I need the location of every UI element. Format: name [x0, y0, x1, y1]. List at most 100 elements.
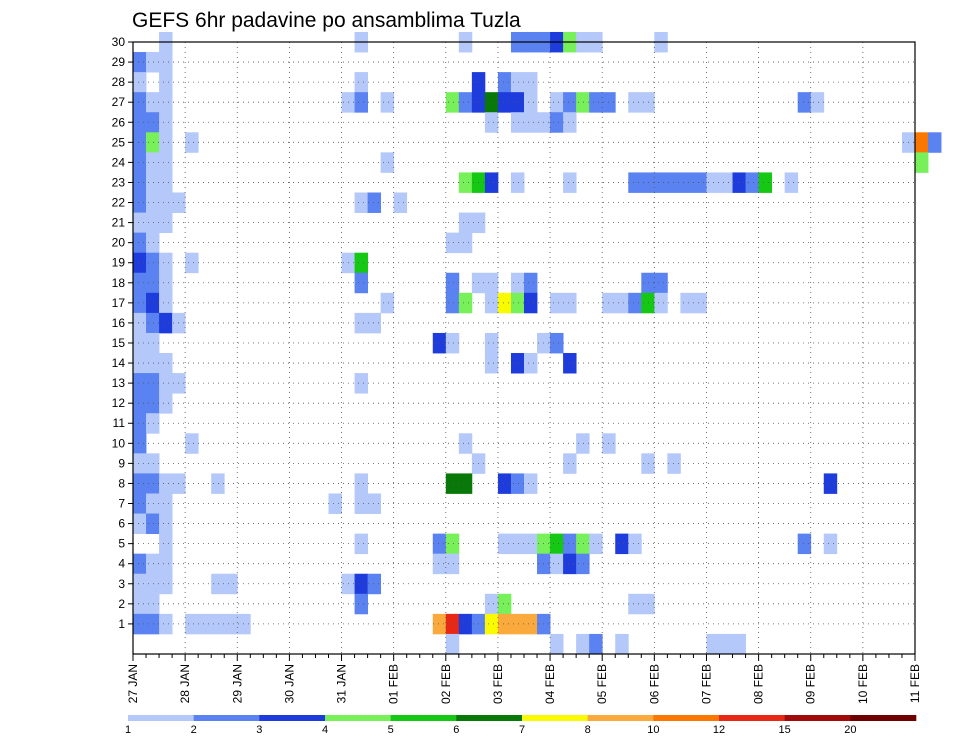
colorbar-legend: 1 2 3 4 5 6 7 8 10 12 15 20 — [125, 715, 917, 736]
precip-cell — [915, 132, 929, 153]
y-tick-label: 4 — [118, 557, 125, 571]
y-tick-label: 24 — [112, 155, 126, 169]
precip-cell — [354, 312, 382, 334]
precip-cell — [458, 92, 473, 113]
x-tick-label: 30 JAN — [282, 664, 296, 703]
y-tick-label: 27 — [112, 95, 126, 109]
x-tick-label: 02 FEB — [439, 664, 453, 704]
precip-cell — [432, 533, 447, 555]
precip-cell — [445, 292, 460, 314]
precip-cell — [146, 413, 160, 434]
y-tick-label: 17 — [112, 296, 126, 310]
colorbar-label: 12 — [713, 724, 725, 736]
colorbar-label: 5 — [388, 724, 394, 736]
precip-cell — [550, 112, 564, 133]
precip-cell — [497, 613, 538, 635]
precip-cell — [133, 172, 147, 193]
colorbar-label: 10 — [647, 724, 659, 736]
precip-cell — [628, 292, 642, 314]
precip-cell — [133, 553, 147, 575]
y-tick-label: 25 — [112, 135, 126, 149]
precip-cell — [628, 172, 707, 193]
precip-cell — [354, 92, 368, 113]
precip-cell — [458, 613, 473, 635]
precip-cell — [576, 633, 590, 655]
precip-cell — [654, 292, 668, 314]
precip-cell — [458, 292, 473, 314]
precip-cell — [133, 453, 160, 474]
y-tick-label: 9 — [118, 456, 125, 470]
y-axis: 1234567891011121314151617181920212223242… — [112, 35, 133, 631]
precip-cell — [133, 152, 147, 173]
precip-cell — [133, 112, 160, 133]
y-tick-label: 23 — [112, 175, 126, 189]
precip-cell — [550, 92, 564, 113]
precip-cell — [497, 92, 525, 113]
precip-cell — [211, 573, 238, 595]
precip-cell — [354, 252, 368, 274]
y-tick-label: 26 — [112, 115, 126, 129]
precip-cell — [524, 353, 538, 374]
y-tick-label: 7 — [118, 497, 125, 511]
precip-cell — [133, 413, 147, 434]
precip-cell — [510, 272, 525, 294]
y-tick-label: 8 — [118, 476, 125, 490]
x-tick-label: 11 FEB — [908, 664, 922, 703]
precip-cell — [133, 312, 147, 334]
precip-cell — [354, 72, 368, 93]
y-tick-label: 16 — [112, 316, 126, 330]
precip-cell — [550, 332, 564, 354]
y-tick-label: 19 — [112, 256, 126, 270]
precip-cell — [589, 633, 603, 655]
precip-cell — [576, 92, 590, 113]
x-tick-label: 09 FEB — [804, 664, 818, 704]
precip-cell — [484, 172, 499, 193]
precip-cell — [133, 373, 160, 394]
precip-cell — [146, 553, 173, 575]
y-tick-label: 28 — [112, 75, 126, 89]
precip-cell — [484, 92, 499, 113]
precip-cell — [133, 92, 147, 113]
precip-cell — [510, 112, 551, 133]
colorbar-segment — [587, 715, 654, 721]
x-tick-label: 10 FEB — [856, 664, 870, 704]
precip-cell — [380, 92, 395, 113]
precip-cell — [133, 433, 147, 454]
precip-cell — [367, 192, 382, 213]
precip-cell — [133, 493, 147, 514]
x-tick-label: 28 JAN — [178, 664, 192, 703]
precip-cell — [159, 72, 173, 93]
colorbar-label: 15 — [779, 724, 791, 736]
x-tick-label: 04 FEB — [543, 664, 557, 704]
precip-cell — [471, 272, 499, 294]
x-tick-label: 08 FEB — [752, 664, 766, 704]
precip-cell — [133, 272, 160, 294]
precip-cell — [354, 533, 368, 555]
y-tick-label: 11 — [113, 416, 126, 430]
y-tick-label: 6 — [118, 517, 125, 531]
precip-cell — [146, 292, 160, 314]
precip-cell — [497, 473, 512, 494]
precip-cell — [563, 453, 577, 474]
precip-cell — [133, 52, 147, 73]
colorbar-label: 6 — [453, 724, 459, 736]
precip-cell — [510, 172, 525, 193]
precip-cell — [146, 92, 173, 113]
y-tick-label: 10 — [112, 436, 126, 450]
precip-cell — [576, 533, 590, 555]
precip-cell — [563, 533, 577, 555]
precip-cell — [133, 232, 147, 254]
precip-cell — [146, 312, 160, 334]
colorbar-label: 8 — [585, 724, 591, 736]
precip-cell — [524, 292, 538, 314]
precip-cell — [576, 553, 590, 575]
precip-cell — [354, 272, 368, 294]
colorbar-segment — [259, 715, 326, 721]
y-tick-label: 1 — [118, 617, 125, 631]
precip-cell — [185, 132, 199, 153]
colorbar-segment — [719, 715, 785, 721]
precip-cell — [133, 473, 160, 494]
precip-cell — [563, 353, 577, 374]
colorbar-segment — [325, 715, 391, 721]
y-tick-label: 21 — [112, 216, 126, 230]
